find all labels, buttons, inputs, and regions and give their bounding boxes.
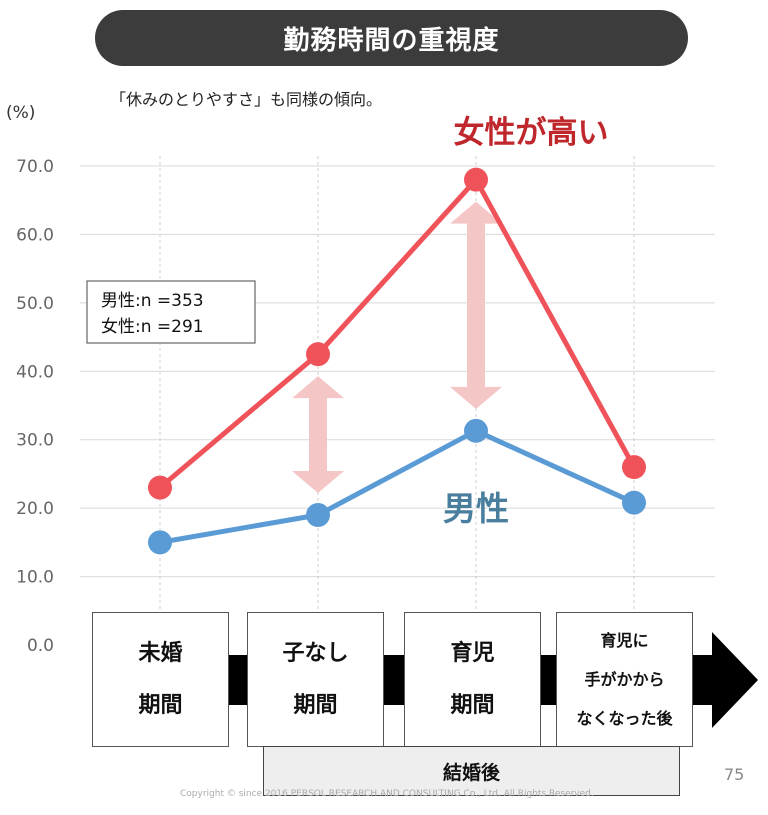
y-tick-label: 20.0 xyxy=(16,499,54,519)
data-point-女性 xyxy=(622,455,646,480)
data-point-男性 xyxy=(148,530,172,555)
y-tick-label: 10.0 xyxy=(16,568,54,588)
stage-label-line: 育児に xyxy=(600,631,649,650)
gap-arrow xyxy=(450,201,502,409)
series xyxy=(148,167,646,555)
data-point-女性 xyxy=(464,167,488,192)
data-point-女性 xyxy=(148,475,172,500)
stage-label-line: 期間 xyxy=(293,692,338,718)
stage-label-line: 期間 xyxy=(138,692,183,718)
data-point-女性 xyxy=(306,342,330,367)
stage-label-line: 育児 xyxy=(450,640,495,666)
subtitle: 「休みのとりやすさ」も同様の傾向。 xyxy=(110,90,383,109)
sample-size-male: 男性:n =353 xyxy=(101,291,204,311)
grid xyxy=(80,156,715,612)
y-axis-ticks: 0.0 10.0 20.0 30.0 40.0 50.0 60.0 70.0 xyxy=(16,157,54,656)
male-series-label: 男性 xyxy=(443,489,509,528)
stage-label-line: なくなった後 xyxy=(576,709,673,728)
sample-size-female: 女性:n =291 xyxy=(101,317,204,337)
after-marriage-bar: 結婚後 xyxy=(263,746,680,796)
stage-label-line: 未婚 xyxy=(138,640,183,666)
stage-unmarried: 未婚 期間 xyxy=(92,612,229,747)
female-higher-label: 女性が高い xyxy=(454,115,609,151)
y-tick-label: 50.0 xyxy=(16,294,54,314)
page-number: 75 xyxy=(724,765,745,784)
y-tick-label: 40.0 xyxy=(16,362,54,382)
stage-label-line: 手がかから xyxy=(584,670,665,689)
y-tick-label: 30.0 xyxy=(16,431,54,451)
y-tick-label: 0.0 xyxy=(27,636,54,656)
copyright-notice: Copyright © since 2016 PERSOL RESEARCH A… xyxy=(180,789,594,799)
stage-childcare: 育児 期間 xyxy=(404,612,541,747)
page-title: 勤務時間の重視度 xyxy=(95,10,688,66)
legend-box: 男性:n =353 女性:n =291 xyxy=(86,280,256,344)
series-line-女性 xyxy=(158,177,637,490)
gap-arrow xyxy=(292,376,344,493)
gap-arrows xyxy=(292,201,502,493)
y-tick-label: 70.0 xyxy=(16,157,54,177)
stage-no-children: 子なし 期間 xyxy=(247,612,384,747)
data-point-男性 xyxy=(464,418,488,443)
series-line-男性 xyxy=(159,428,636,545)
y-tick-label: 60.0 xyxy=(16,225,54,245)
stage-after-childcare: 育児に 手がかから なくなった後 xyxy=(556,612,693,747)
stage-label-line: 期間 xyxy=(450,692,495,718)
data-point-男性 xyxy=(306,502,330,527)
data-point-男性 xyxy=(622,490,646,515)
stage-label-line: 子なし xyxy=(282,640,349,666)
y-axis-unit: (%) xyxy=(6,103,35,123)
